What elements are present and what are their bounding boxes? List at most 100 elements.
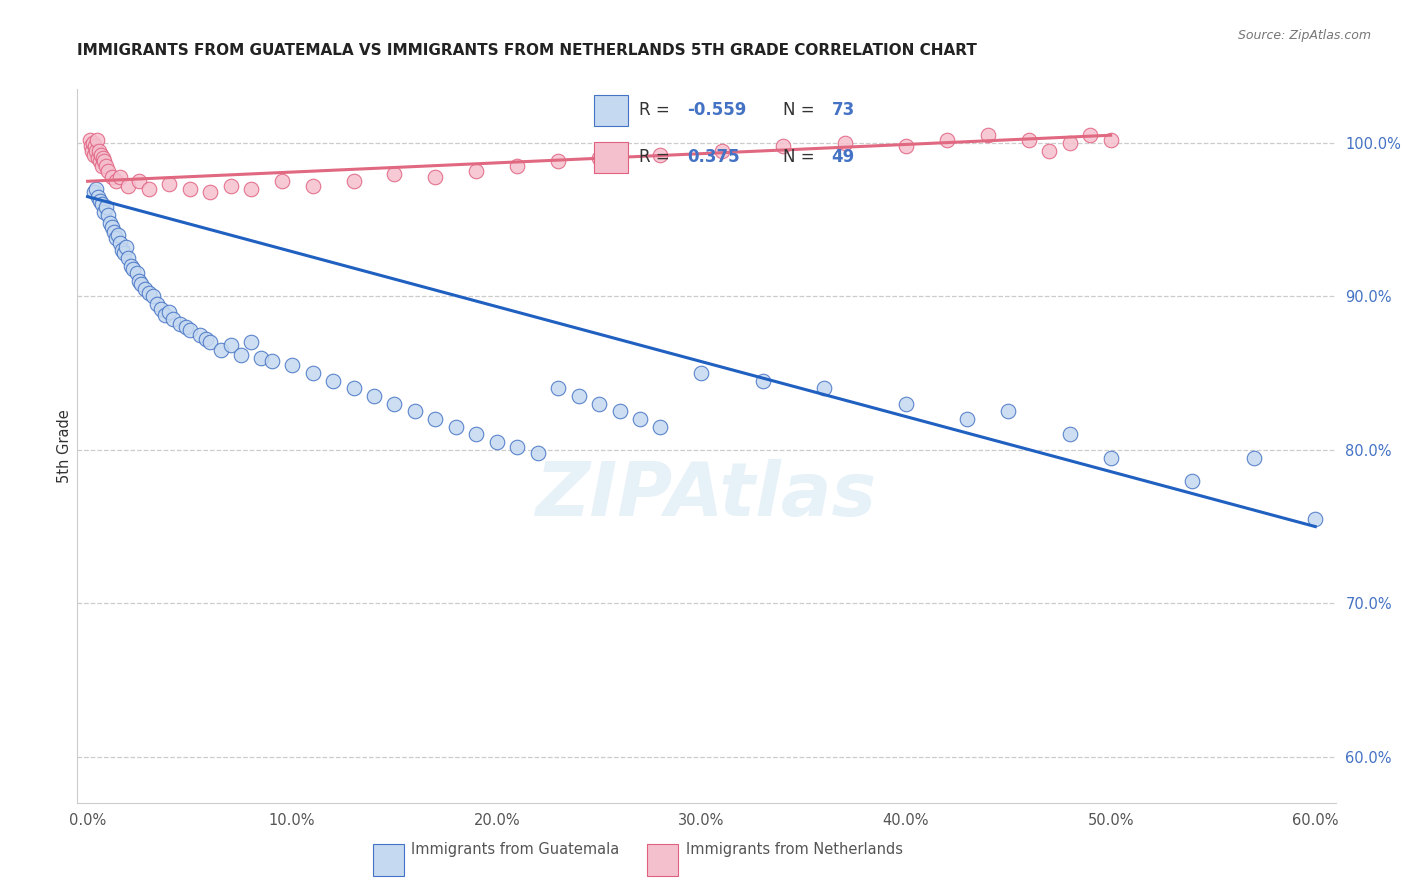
Point	[260, 354, 283, 368]
Point	[1303, 512, 1326, 526]
Point	[628, 412, 651, 426]
Point	[547, 154, 569, 169]
Point	[547, 381, 569, 395]
Point	[485, 435, 508, 450]
Point	[465, 163, 488, 178]
Point	[1243, 450, 1265, 465]
Point	[752, 374, 775, 388]
Point	[301, 178, 323, 193]
Point	[105, 174, 128, 188]
Point	[894, 139, 917, 153]
Point	[155, 308, 177, 322]
Point	[977, 128, 1000, 143]
Point	[105, 231, 128, 245]
Point	[162, 312, 184, 326]
Point	[93, 154, 115, 169]
Point	[97, 208, 120, 222]
Text: ZIPAtlas: ZIPAtlas	[536, 459, 877, 533]
Point	[219, 178, 242, 193]
Point	[772, 139, 794, 153]
Text: Immigrants from Netherlands: Immigrants from Netherlands	[686, 842, 903, 856]
Point	[120, 259, 142, 273]
Text: Source: ZipAtlas.com: Source: ZipAtlas.com	[1237, 29, 1371, 42]
Point	[425, 169, 447, 184]
Point	[209, 343, 232, 357]
Point	[86, 133, 108, 147]
Point	[87, 189, 110, 203]
Point	[250, 351, 273, 365]
Text: R =: R =	[638, 148, 681, 166]
Point	[1059, 136, 1081, 150]
Point	[146, 297, 169, 311]
Point	[117, 178, 139, 193]
Point	[138, 286, 160, 301]
Point	[465, 427, 488, 442]
Point	[342, 174, 364, 188]
Point	[138, 182, 160, 196]
Point	[90, 197, 112, 211]
Point	[404, 404, 426, 418]
Point	[894, 397, 917, 411]
Point	[229, 348, 252, 362]
Point	[101, 220, 124, 235]
Text: 73: 73	[831, 102, 855, 120]
Point	[425, 412, 447, 426]
Point	[103, 225, 125, 239]
Point	[89, 194, 111, 209]
Point	[650, 419, 672, 434]
Point	[301, 366, 323, 380]
Point	[834, 136, 856, 150]
Point	[200, 335, 222, 350]
Text: IMMIGRANTS FROM GUATEMALA VS IMMIGRANTS FROM NETHERLANDS 5TH GRADE CORRELATION C: IMMIGRANTS FROM GUATEMALA VS IMMIGRANTS …	[77, 43, 977, 58]
Point	[112, 246, 135, 260]
Point	[1038, 144, 1060, 158]
Point	[129, 277, 152, 291]
Point	[142, 289, 165, 303]
Point	[710, 144, 733, 158]
Text: 49: 49	[831, 148, 855, 166]
Point	[83, 148, 105, 162]
Point	[157, 304, 180, 318]
Point	[1099, 450, 1122, 465]
Point	[195, 332, 218, 346]
Point	[82, 136, 104, 150]
FancyBboxPatch shape	[593, 142, 628, 173]
Point	[526, 446, 548, 460]
Point	[115, 240, 138, 254]
Point	[363, 389, 385, 403]
Point	[111, 244, 134, 258]
Point	[219, 338, 242, 352]
Point	[150, 301, 173, 316]
Point	[83, 139, 105, 153]
FancyBboxPatch shape	[593, 95, 628, 126]
Point	[240, 182, 263, 196]
Point	[128, 174, 150, 188]
Point	[1078, 128, 1101, 143]
Point	[956, 412, 979, 426]
Point	[93, 205, 115, 219]
Point	[384, 397, 406, 411]
Point	[87, 151, 110, 165]
Point	[90, 148, 112, 162]
Point	[384, 167, 406, 181]
Point	[79, 133, 101, 147]
Point	[80, 144, 103, 158]
Point	[568, 389, 591, 403]
Point	[179, 182, 201, 196]
Text: N =: N =	[783, 148, 820, 166]
Point	[188, 327, 211, 342]
Point	[107, 227, 129, 242]
Point	[174, 320, 197, 334]
Point	[94, 159, 117, 173]
Text: 0.375: 0.375	[688, 148, 740, 166]
Point	[690, 366, 713, 380]
Point	[84, 144, 107, 158]
Point	[179, 323, 201, 337]
Point	[94, 200, 117, 214]
Text: N =: N =	[783, 102, 820, 120]
Point	[121, 261, 143, 276]
Point	[134, 282, 156, 296]
Point	[98, 216, 121, 230]
Point	[90, 159, 112, 173]
Point	[588, 151, 610, 165]
